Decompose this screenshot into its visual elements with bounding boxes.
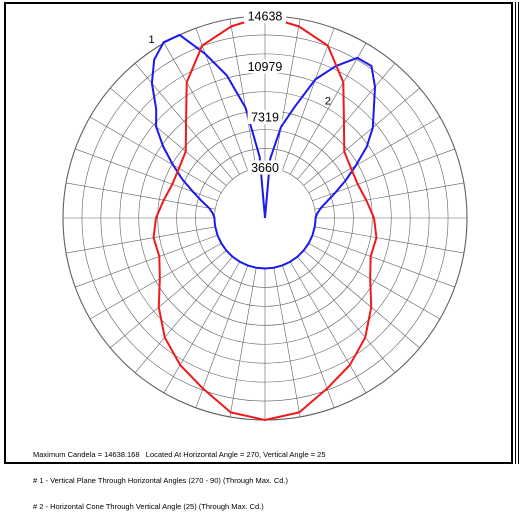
grid-spoke xyxy=(66,226,216,254)
series-2-curve xyxy=(152,15,378,421)
grid-spoke xyxy=(289,261,367,394)
grid-spoke xyxy=(312,234,455,288)
grid-spoke xyxy=(314,226,464,254)
ring-label: 3660 xyxy=(251,161,279,175)
grid-spoke xyxy=(75,234,218,288)
ring-label-background xyxy=(244,9,286,23)
grid-spoke xyxy=(75,148,218,202)
ring-label-background xyxy=(247,160,283,175)
series-layer: 12 xyxy=(148,15,378,421)
grid-spoke xyxy=(89,242,222,320)
grid-spoke xyxy=(308,116,441,194)
grid-spoke xyxy=(303,250,420,349)
grid-spoke xyxy=(281,28,335,171)
grid-spoke xyxy=(273,19,301,169)
ring-label-background xyxy=(247,110,283,124)
grid-spoke xyxy=(110,87,227,186)
grid-spoke xyxy=(308,242,441,320)
grid-spoke xyxy=(163,261,241,394)
series-1-label: 1 xyxy=(148,34,154,46)
grid-spoke xyxy=(273,267,301,417)
grid-spoke xyxy=(229,19,257,169)
ring-labels: 3660 7319 10979 14638 xyxy=(244,9,286,175)
grid-spoke xyxy=(297,63,396,180)
grid-spoke xyxy=(314,182,464,210)
ring-label: 10979 xyxy=(248,60,283,74)
series-2-label: 2 xyxy=(325,96,331,108)
grid-spoke xyxy=(195,28,249,171)
grid-spoke xyxy=(110,250,227,349)
grid-spoke xyxy=(297,256,396,373)
grid-spoke xyxy=(281,265,335,408)
ring-label: 14638 xyxy=(248,10,283,24)
grid-spoke xyxy=(163,42,241,175)
grid-spoke xyxy=(229,267,257,417)
chart-footer: Maximum Candela = 14638.168 Located At H… xyxy=(33,434,326,520)
ring-label: 7319 xyxy=(251,111,279,125)
grid-spoke xyxy=(195,265,249,408)
footer-series-2: # 2 - Horizontal Cone Through Vertical A… xyxy=(33,501,264,511)
grid-spoke xyxy=(66,182,216,210)
grid-spoke xyxy=(89,116,222,194)
grid-spoke xyxy=(303,87,420,186)
footer-max-candela: Maximum Candela = 14638.168 Located At H… xyxy=(33,450,326,460)
footer-series-1: # 1 - Vertical Plane Through Horizontal … xyxy=(33,475,288,485)
ring-label-background xyxy=(244,59,286,74)
grid-spoke xyxy=(134,256,233,373)
series-1-curve xyxy=(150,33,376,270)
window-edge xyxy=(515,2,519,464)
grid-spoke xyxy=(289,42,367,175)
